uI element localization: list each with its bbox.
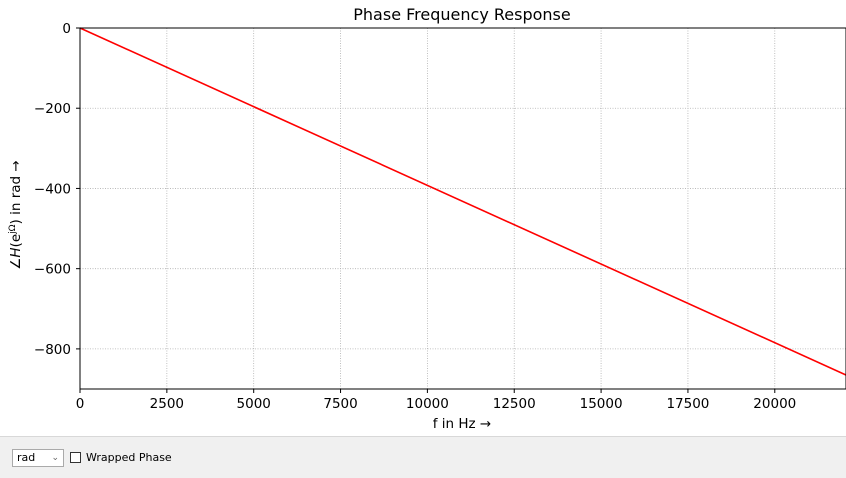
y-axis-title: ∠H(ejΩ) in rad → xyxy=(8,160,24,269)
phase-unit-value: rad xyxy=(17,451,36,464)
x-tick-label: 20000 xyxy=(753,396,796,412)
phase-series-line xyxy=(79,27,846,376)
phase-unit-select[interactable]: rad ⌄ xyxy=(12,448,64,467)
x-axis-title: f in Hz → xyxy=(433,416,491,432)
series-layer xyxy=(79,27,846,376)
x-tick-label: 5000 xyxy=(237,396,271,412)
phase-chart: Phase Frequency Response 0 2500 5000 7500 10… xyxy=(8,5,846,432)
grid-layer xyxy=(79,27,846,389)
controls-bar: rad ⌄ Wrapped Phase xyxy=(0,436,846,478)
x-tick-label: 7500 xyxy=(323,396,357,412)
chevron-down-icon: ⌄ xyxy=(51,452,59,463)
y-tick-label: −200 xyxy=(34,101,71,117)
y-tick-label: −600 xyxy=(34,262,71,278)
x-tick-label: 17500 xyxy=(666,396,709,412)
x-tick-label: 10000 xyxy=(406,396,449,412)
wrapped-phase-label: Wrapped Phase xyxy=(86,451,172,464)
chart-title: Phase Frequency Response xyxy=(353,5,570,24)
axes-frame xyxy=(79,27,846,390)
ticks-layer: 0 2500 5000 7500 10000 12500 15000 17500 20000 0 −… xyxy=(34,21,796,412)
x-tick-label: 0 xyxy=(76,396,85,412)
plot-area: Phase Frequency Response 0 2500 5000 7500 10… xyxy=(8,5,846,432)
y-tick-label: 0 xyxy=(62,21,71,37)
x-tick-label: 12500 xyxy=(493,396,536,412)
x-tick-label: 2500 xyxy=(150,396,184,412)
wrapped-phase-checkbox[interactable] xyxy=(70,452,81,463)
x-tick-label: 15000 xyxy=(580,396,623,412)
y-tick-label: −800 xyxy=(34,342,71,358)
y-tick-label: −400 xyxy=(34,181,71,197)
